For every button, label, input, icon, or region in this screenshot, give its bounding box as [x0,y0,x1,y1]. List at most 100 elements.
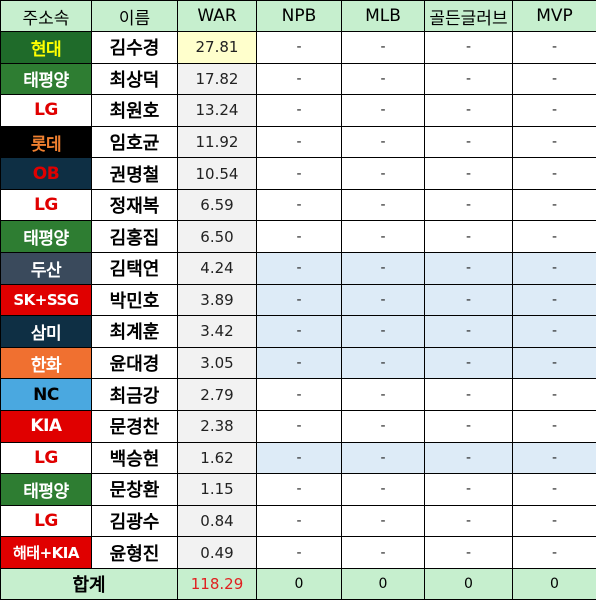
golden-glove-cell: - [424,315,513,348]
npb-cell: - [256,94,342,127]
war-cell: 4.24 [177,252,257,285]
name-cell: 최계훈 [91,315,178,348]
name-cell: 김택연 [91,252,178,285]
name-cell: 윤대경 [91,346,178,380]
header-golden-glove: 골든글러브 [424,0,513,32]
mlb-cell: - [341,378,425,411]
npb-cell: - [256,283,342,317]
table-row: LG 정재복 6.59- - - - [0,188,596,222]
team-cell: LG [0,504,92,538]
mlb-cell: - [341,504,425,538]
war-cell: 3.42 [177,315,257,348]
header-mlb: MLB [341,0,425,32]
table-row: NC 최금강 2.79- - - - [0,378,596,411]
war-cell: 0.49 [177,536,257,569]
npb-cell: - [256,441,342,475]
total-row: 합계 118.29 0 0 0 0 [0,568,596,600]
mlb-cell: - [341,283,425,317]
team-cell: LG [0,441,92,475]
table-row: 삼미 최계훈 3.42- - - - [0,315,596,348]
golden-glove-cell: - [424,125,513,159]
header-row: 주소속 이름 WAR NPB MLB 골든글러브 MVP [0,0,596,32]
total-npb: 0 [256,568,342,600]
npb-cell: - [256,378,342,411]
mlb-cell: - [341,157,425,190]
mlb-cell: - [341,346,425,380]
golden-glove-cell: - [424,94,513,127]
mvp-cell: - [512,504,596,538]
war-cell: 3.89 [177,283,257,317]
team-cell: 한화 [0,346,92,380]
header-mvp: MVP [512,0,596,32]
golden-glove-cell: - [424,188,513,222]
war-cell: 10.54 [177,157,257,190]
name-cell: 최상덕 [91,62,178,96]
mlb-cell: - [341,220,425,254]
npb-cell: - [256,409,342,443]
mvp-cell: - [512,315,596,348]
war-cell: 1.15 [177,473,257,506]
mvp-cell: - [512,94,596,127]
npb-cell: - [256,315,342,348]
team-cell: LG [0,94,92,127]
total-golden-glove: 0 [424,568,513,600]
name-cell: 최원호 [91,94,178,127]
team-cell: 롯데 [0,125,92,159]
table-row: OB 권명철 10.54- - - - [0,157,596,190]
table-row: SK+SSG 박민호 3.89- - - - [0,283,596,317]
name-cell: 김광수 [91,504,178,538]
golden-glove-cell: - [424,62,513,96]
mlb-cell: - [341,252,425,285]
header-npb: NPB [256,0,342,32]
name-cell: 권명철 [91,157,178,190]
team-cell: SK+SSG [0,283,92,317]
golden-glove-cell: - [424,504,513,538]
npb-cell: - [256,125,342,159]
golden-glove-cell: - [424,536,513,569]
table-row: 현대 김수경 27.81- - - - [0,31,596,64]
team-cell: 태평양 [0,220,92,254]
mvp-cell: - [512,188,596,222]
war-cell: 13.24 [177,94,257,127]
war-cell: 1.62 [177,441,257,475]
mvp-cell: - [512,157,596,190]
war-cell: 2.38 [177,409,257,443]
mvp-cell: - [512,441,596,475]
mvp-cell: - [512,125,596,159]
mlb-cell: - [341,188,425,222]
team-cell: OB [0,157,92,190]
golden-glove-cell: - [424,378,513,411]
team-cell: 태평양 [0,473,92,506]
mlb-cell: - [341,409,425,443]
header-war: WAR [177,0,257,32]
total-mlb: 0 [341,568,425,600]
name-cell: 문경찬 [91,409,178,443]
name-cell: 임호균 [91,125,178,159]
npb-cell: - [256,504,342,538]
header-name: 이름 [91,0,178,32]
npb-cell: - [256,62,342,96]
mvp-cell: - [512,62,596,96]
name-cell: 윤형진 [91,536,178,569]
mvp-cell: - [512,378,596,411]
name-cell: 문창환 [91,473,178,506]
team-cell: 태평양 [0,62,92,96]
table-row: LG 백승현 1.62- - - - [0,441,596,475]
mvp-cell: - [512,283,596,317]
name-cell: 정재복 [91,188,178,222]
table-row: 태평양 문창환 1.15- - - - [0,473,596,506]
mvp-cell: - [512,31,596,64]
table-row: 두산 김택연 4.24- - - - [0,252,596,285]
mvp-cell: - [512,220,596,254]
npb-cell: - [256,31,342,64]
header-team: 주소속 [0,0,92,32]
name-cell: 박민호 [91,283,178,317]
war-cell: 6.59 [177,188,257,222]
golden-glove-cell: - [424,346,513,380]
table-row: 태평양 최상덕 17.82- - - - [0,62,596,96]
table-row: KIA 문경찬 2.38- - - - [0,409,596,443]
team-cell: LG [0,188,92,222]
golden-glove-cell: - [424,441,513,475]
npb-cell: - [256,536,342,569]
total-label: 합계 [0,568,178,600]
